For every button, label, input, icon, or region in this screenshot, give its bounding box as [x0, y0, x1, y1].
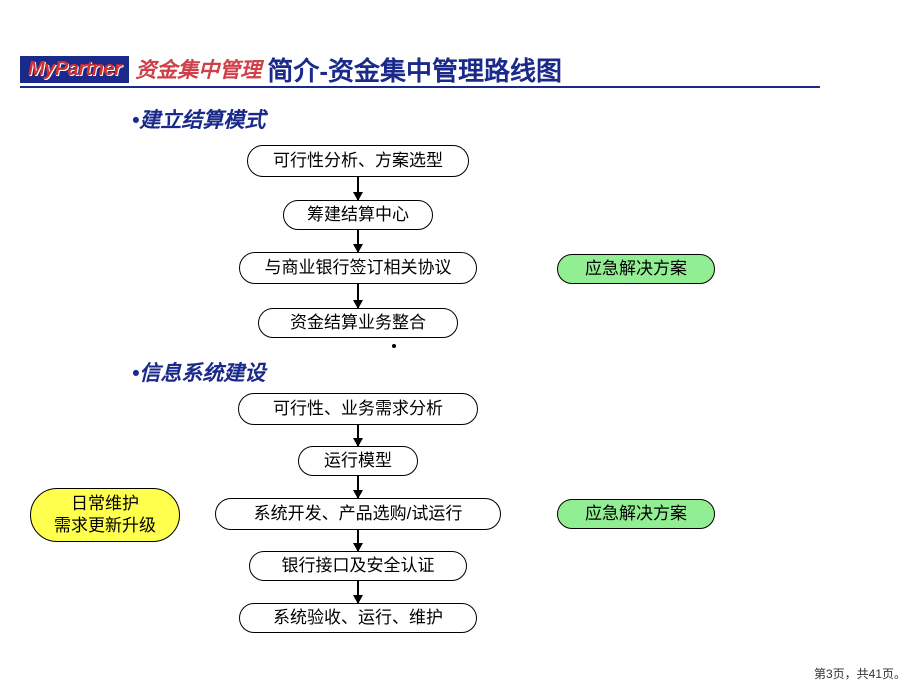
flow-node-n8: 系统开发、产品选购/试运行 — [215, 498, 501, 530]
header-title: 简介-资金集中管理路线图 — [267, 51, 562, 88]
flow-node-n5: 应急解决方案 — [557, 254, 715, 284]
flow-arrow-6 — [357, 581, 359, 603]
logo: MyPartner — [20, 56, 129, 83]
slide-header: MyPartner 资金集中管理 简介-资金集中管理路线图 — [20, 52, 820, 88]
flow-node-n2: 筹建结算中心 — [283, 200, 433, 230]
flow-node-n1: 可行性分析、方案选型 — [247, 145, 469, 177]
section1-title: •建立结算模式 — [132, 104, 265, 134]
flow-node-n9: 银行接口及安全认证 — [249, 551, 467, 581]
page-footer: 第3页，共41页。 — [814, 665, 906, 682]
flow-node-n10: 系统验收、运行、维护 — [239, 603, 477, 633]
flow-arrow-4 — [357, 476, 359, 498]
flow-node-n4: 资金结算业务整合 — [258, 308, 458, 338]
flow-node-n3: 与商业银行签订相关协议 — [239, 252, 477, 284]
flow-node-n11: 应急解决方案 — [557, 499, 715, 529]
flow-arrow-3 — [357, 425, 359, 446]
flow-arrow-0 — [357, 177, 359, 200]
bullet-marker — [392, 344, 396, 348]
flow-arrow-5 — [357, 530, 359, 551]
section2-title: •信息系统建设 — [132, 357, 265, 387]
flow-node-n7: 运行模型 — [298, 446, 418, 476]
header-suffix: 资金集中管理 — [135, 54, 261, 84]
flow-node-n6: 可行性、业务需求分析 — [238, 393, 478, 425]
flow-arrow-1 — [357, 230, 359, 252]
flow-arrow-2 — [357, 284, 359, 308]
flow-node-n12: 日常维护需求更新升级 — [30, 488, 180, 542]
